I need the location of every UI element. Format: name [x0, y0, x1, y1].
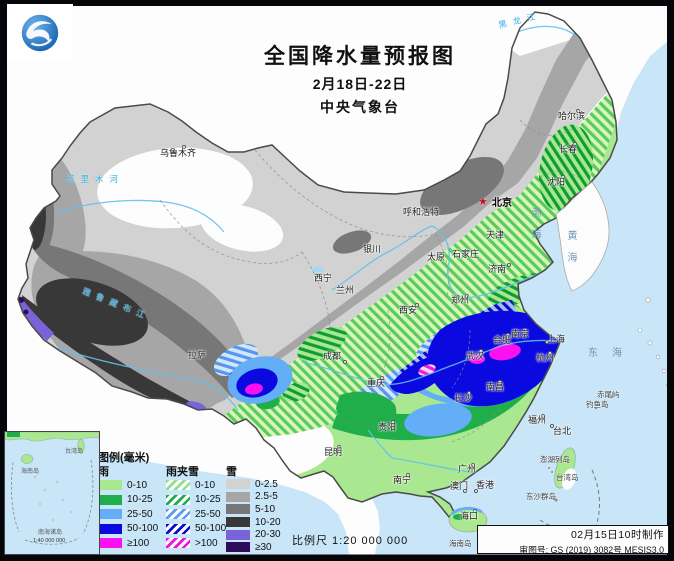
forecast-date-range: 2月18日-22日: [312, 76, 408, 92]
legend-column-3: 雪 0-2.5 2.5-5 5-10 10-20 20-30 ≥30: [226, 463, 281, 554]
legend-range-label: 50-100: [127, 523, 159, 535]
legend-range-label: 20-30: [255, 529, 281, 541]
legend-column-header: 雪: [226, 466, 237, 478]
legend-swatch: [226, 491, 250, 502]
legend-range-label: ≥30: [255, 541, 272, 553]
legend-swatch: [226, 529, 250, 540]
legend-row: 0-10: [166, 478, 226, 493]
production-info-box: 02月15日10时制作 审图号: GS (2019) 3082号 MESIS3.…: [477, 525, 669, 555]
legend-row: ≥30: [226, 541, 281, 554]
legend-swatch: [166, 480, 190, 491]
inset-scale: 1:40 000 000: [33, 538, 66, 544]
legend-row: 25-50: [166, 507, 226, 522]
inset-map-canvas: [5, 432, 99, 554]
legend-range-label: 50-100: [195, 523, 227, 535]
legend-swatch: [98, 480, 122, 491]
legend-row: 10-25: [98, 493, 158, 508]
legend-range-label: 0-2.5: [255, 478, 278, 490]
legend-swatch: [166, 509, 190, 520]
legend-column-header: 雨: [98, 466, 109, 478]
inset-label: 台湾岛: [65, 449, 84, 455]
legend-swatch: [166, 538, 190, 549]
issuing-agency: 中央气象台: [320, 99, 400, 115]
legend-range-label: 10-25: [195, 494, 221, 506]
legend-swatch: [98, 523, 122, 534]
legend-column-2: 雨夹雪 0-10 10-25 25-50 50-100 >100: [166, 463, 226, 551]
sea-east: [372, 36, 674, 561]
legend-range-label: 10-25: [127, 494, 153, 506]
legend-row: >100: [166, 536, 226, 551]
legend-range-label: 25-50: [195, 508, 221, 520]
map-scale: 比例尺 1:20 000 000: [292, 535, 409, 547]
legend-swatch: [226, 542, 250, 553]
legend-range-label: ≥100: [127, 537, 150, 549]
legend-row: 10-20: [226, 516, 281, 529]
taiwan-island: [554, 447, 577, 490]
korea-peninsula: [555, 181, 610, 292]
legend-swatch: [98, 494, 122, 505]
legend-row: 2.5-5: [226, 491, 281, 504]
legend-row: 0-2.5: [226, 478, 281, 491]
legend-range-label: 2.5-5: [255, 491, 278, 503]
south-china-sea-inset: 台湾岛海南岛南海诸岛 1:40 000 000: [4, 431, 100, 555]
diaoyu-islands: [548, 395, 614, 502]
inset-label: 南海诸岛: [38, 530, 63, 536]
legend-swatch: [98, 538, 122, 549]
legend-row: 0-10: [98, 478, 158, 493]
legend-swatch: [98, 509, 122, 520]
legend-column-1: 雨 0-10 10-25 25-50 50-100 ≥100: [98, 463, 158, 551]
legend-range-label: 0-10: [127, 479, 148, 491]
legend-range-label: 0-10: [195, 479, 216, 491]
legend-range-label: 5-10: [255, 503, 276, 515]
qinghai-lake: [312, 266, 324, 274]
legend-row: 5-10: [226, 503, 281, 516]
approval-number: 审图号: GS (2019) 3082号 MESIS3.0: [519, 545, 664, 555]
legend-swatch: [226, 517, 250, 528]
production-time: 02月15日10时制作: [570, 529, 664, 541]
cma-logo-icon: [21, 14, 59, 51]
legend-title: 图例(毫米): [98, 452, 150, 464]
legend-row: 50-100: [166, 522, 226, 537]
legend-row: 25-50: [98, 507, 158, 522]
legend-range-label: 10-20: [255, 516, 281, 528]
legend-row: ≥100: [98, 536, 158, 551]
legend-row: 20-30: [226, 528, 281, 541]
precipitation-legend: 图例(毫米) 雨 0-10 10-25 25-50 50-100 ≥100 雨夹雪 0-10 1…: [98, 449, 298, 555]
map-title: 全国降水量预报图: [264, 45, 456, 68]
title-block: 全国降水量预报图 2月18日-22日 中央气象台: [215, 40, 505, 117]
legend-range-label: >100: [195, 537, 218, 549]
inset-label: 海南岛: [21, 469, 40, 475]
province-borders: [159, 119, 581, 443]
legend-row: 10-25: [166, 493, 226, 508]
legend-swatch: [166, 523, 190, 534]
legend-swatch: [226, 504, 250, 515]
cma-logo-box: [7, 4, 73, 61]
legend-row: 50-100: [98, 522, 158, 537]
legend-column-header: 雨夹雪: [166, 466, 199, 478]
legend-swatch: [166, 494, 190, 505]
legend-range-label: 25-50: [127, 508, 153, 520]
legend-swatch: [226, 479, 250, 490]
